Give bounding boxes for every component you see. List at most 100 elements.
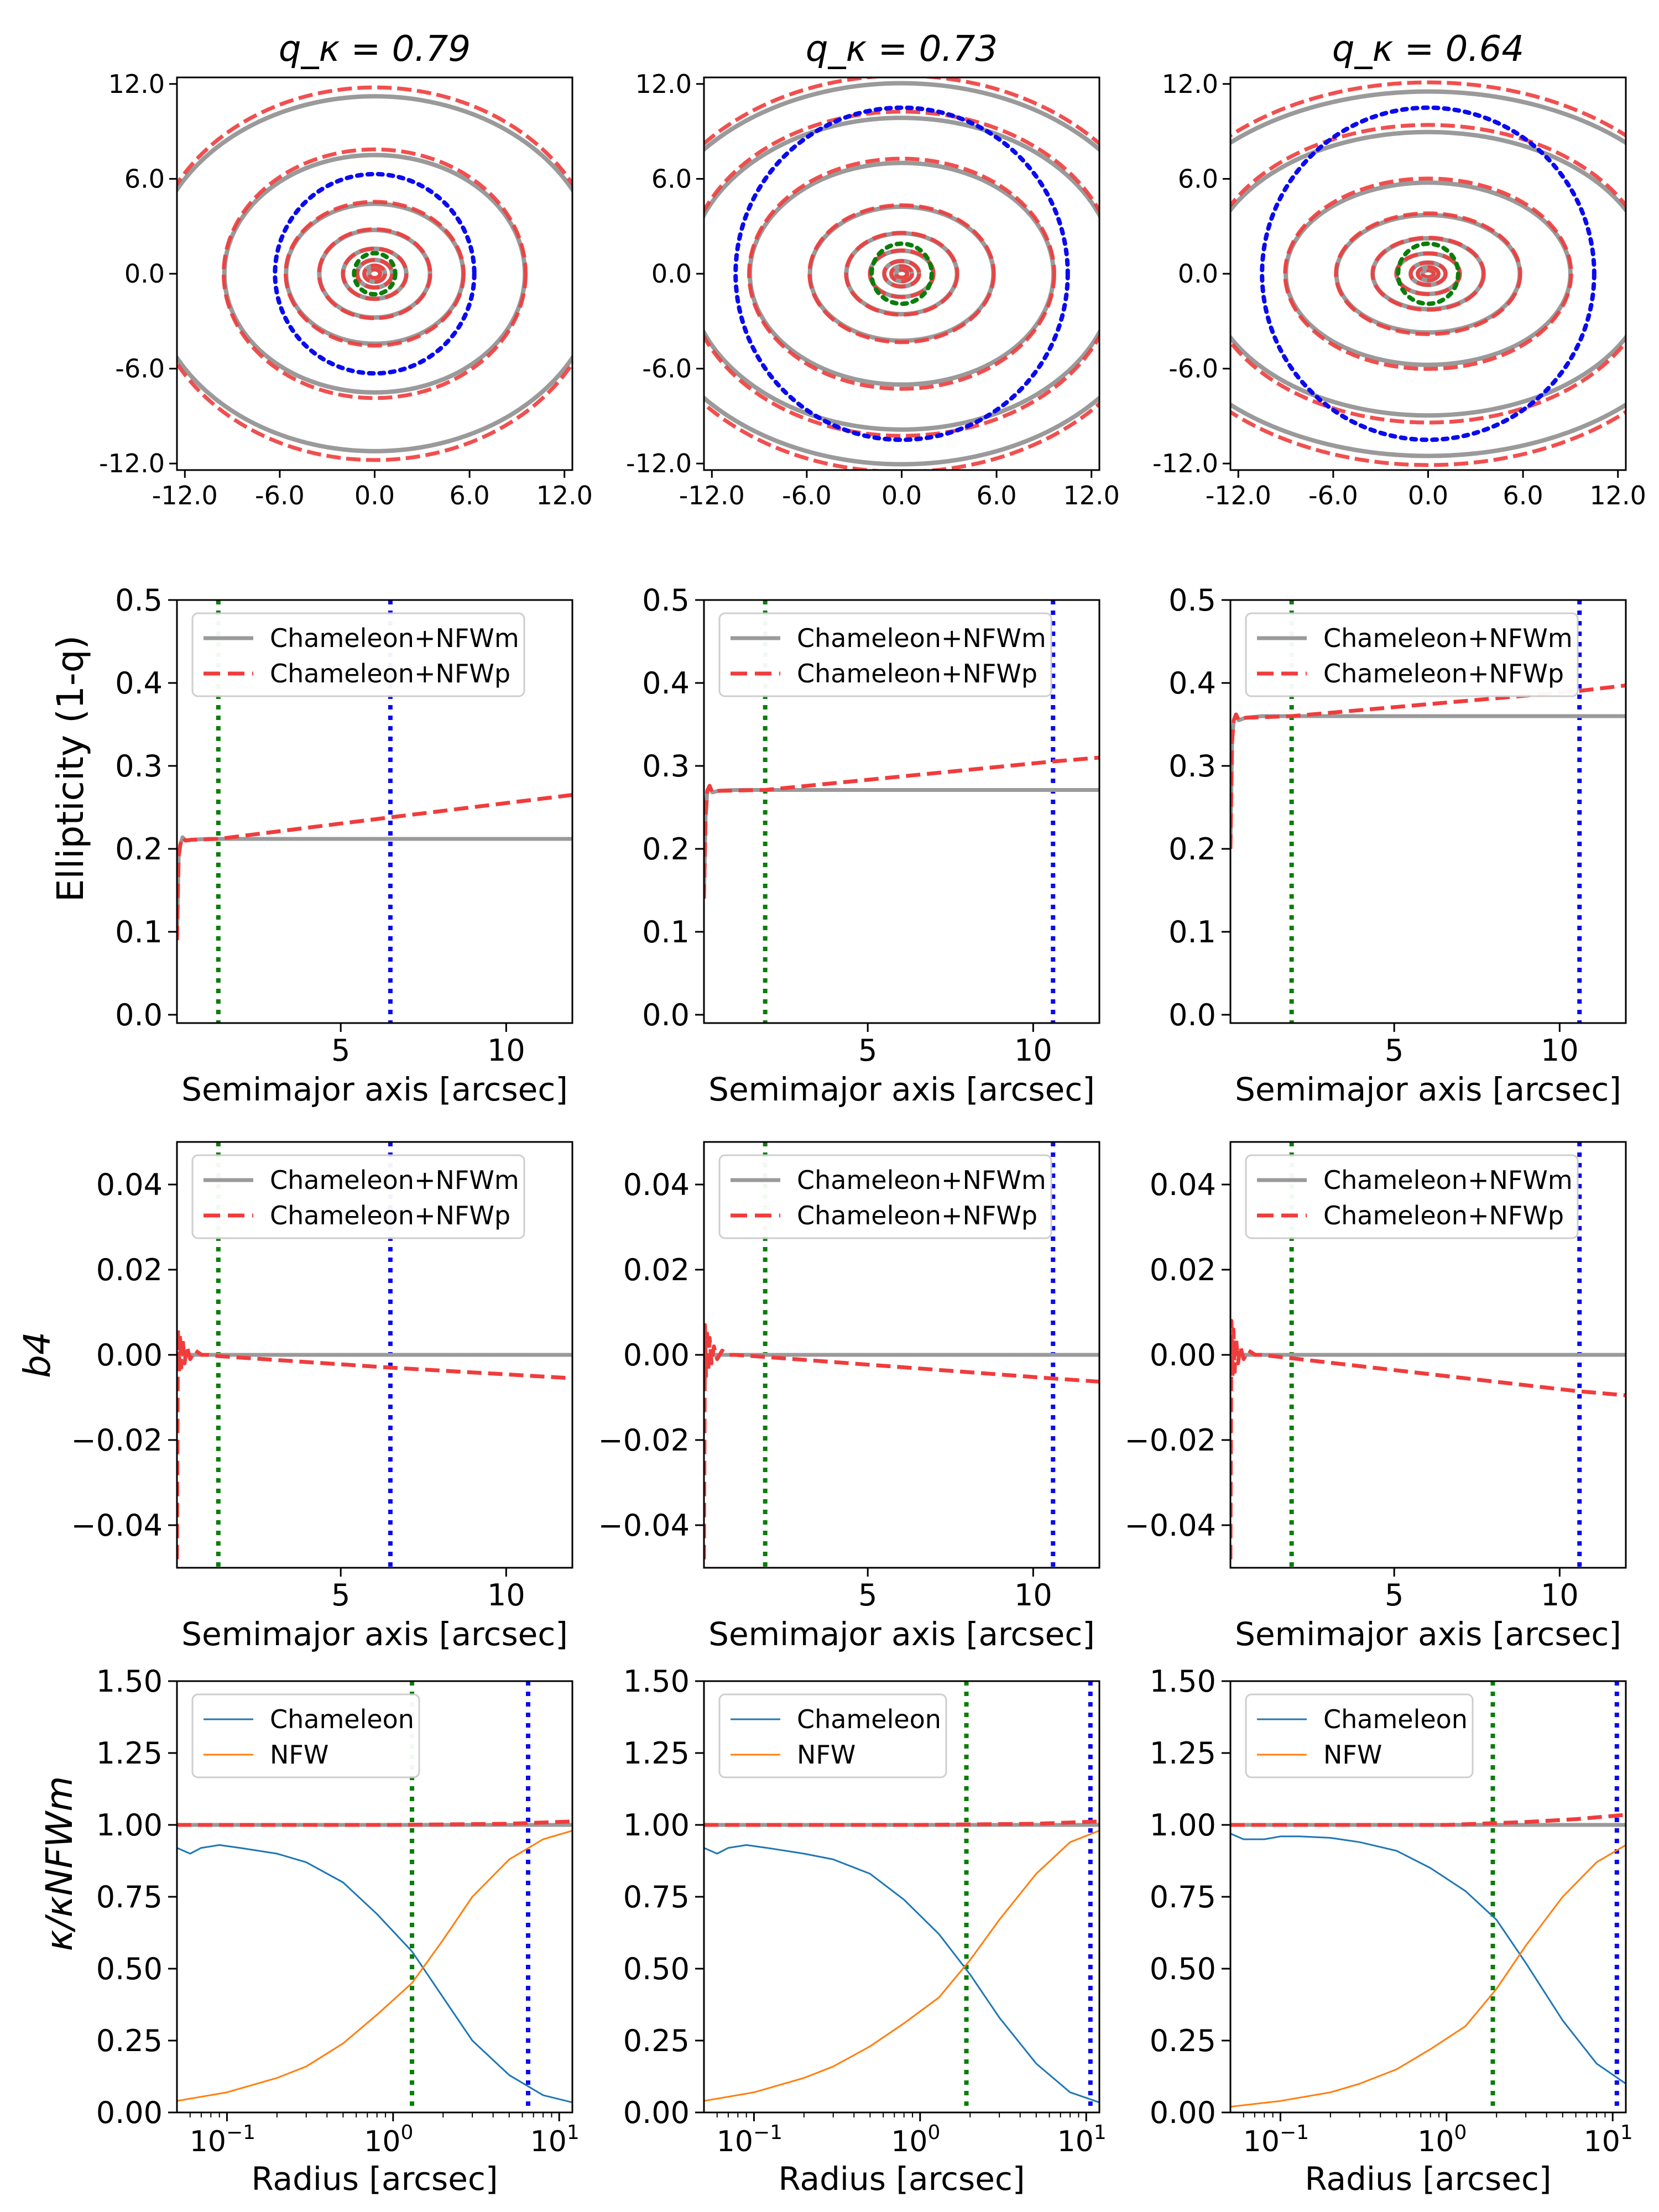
series-chameleon-nfwp <box>704 755 1099 899</box>
panel-r1c0: 5 10 0.0 0.1 0.2 0.3 0.4 0.5 Semimajor axis [arc… <box>115 583 573 1108</box>
ylabel-b4: b4 <box>16 1332 59 1378</box>
x-axis-label: Semimajor axis [arcsec] <box>181 1615 568 1653</box>
series-chameleon-nfwp <box>177 1819 572 1827</box>
x-tick-label: 10−1 <box>1243 2121 1309 2158</box>
y-tick-label: 0.00 <box>623 1338 690 1373</box>
y-tick-label: −0.02 <box>71 1423 163 1458</box>
y-tick-label: 0.1 <box>642 915 690 950</box>
panel-r0c0: q_κ = 0.79 -12.0 -6.0 0.0 6.0 12.0 12.0 6.0 0.0 -… <box>99 29 593 510</box>
y-tick-label: 0.3 <box>115 749 163 784</box>
legend: Chameleon NFW <box>718 1693 947 1778</box>
x-tick-label: 5 <box>331 1033 350 1068</box>
y-tick-label: 0.00 <box>1150 2095 1216 2130</box>
y-tick-label: 0.75 <box>623 1880 690 1914</box>
panel-r3c2: 10−1 100 101 1.50 1.25 1.00 0.75 0.50 0.25 0.00 Ra… <box>1150 1664 1633 2198</box>
legend: Chameleon+NFWm Chameleon+NFWp <box>1245 612 1579 697</box>
y-tick-label: −0.04 <box>1125 1508 1216 1543</box>
axes-frame <box>1229 1141 1627 1569</box>
x-tick-label: 101 <box>1057 2121 1107 2158</box>
plot-area-r3c1 <box>704 1681 1099 2112</box>
ylabel-kappa-ratio: κ/κNFWm <box>38 1776 81 1952</box>
y-tick-label: 0.0 <box>124 259 165 289</box>
plot-area-r1c2 <box>1230 600 1626 1023</box>
contour-gray-5 <box>284 201 466 346</box>
y-tick-label: 0.50 <box>96 1952 163 1986</box>
y-tick-label: 0.2 <box>1168 832 1216 867</box>
legend-label: Chameleon <box>797 1704 941 1734</box>
x-axis-label: Semimajor axis [arcsec] <box>708 1615 1095 1653</box>
axes-frame <box>176 1680 573 2114</box>
legend: Chameleon+NFWm Chameleon+NFWp <box>718 612 1052 697</box>
y-tick-label: 0.25 <box>96 2023 163 2058</box>
contour-gray-7 <box>704 116 1099 432</box>
y-tick-label: 0.4 <box>115 666 163 701</box>
plot-area-r0c2 <box>1230 80 1626 467</box>
x-axis-label: Semimajor axis [arcsec] <box>1235 1615 1621 1653</box>
y-tick-label: 0.25 <box>623 2023 690 2058</box>
plot-area-r3c0 <box>177 1681 572 2112</box>
x-axis-label: Radius [arcsec] <box>779 2160 1025 2198</box>
x-tick-label: 0.0 <box>881 481 922 510</box>
series-nfw <box>1230 1844 1626 2108</box>
contour-red-5 <box>284 200 466 348</box>
contour-red-1 <box>1416 265 1441 283</box>
y-tick-label: 0.5 <box>1168 583 1216 618</box>
y-tick-label: 0.50 <box>623 1952 690 1986</box>
y-tick-label: 0.75 <box>96 1880 163 1914</box>
x-tick-label: 100 <box>1417 2121 1467 2158</box>
y-tick-label: 0.50 <box>1150 1952 1216 1986</box>
legend-frame <box>718 1693 947 1778</box>
x-tick-label: 101 <box>1584 2121 1633 2158</box>
legend: Chameleon NFW <box>191 1693 420 1778</box>
axes-frame <box>703 1680 1100 2114</box>
panel-r2c1: 5 10 0.04 0.02 0.00 −0.02 −0.04 Semimajor axis … <box>598 1141 1100 1653</box>
panel-r1c1: 5 10 0.0 0.1 0.2 0.3 0.4 0.5 Semimajor axis [arc… <box>642 583 1100 1108</box>
legend-label: Chameleon <box>1323 1704 1468 1734</box>
panel-r2c2: 5 10 0.04 0.02 0.00 −0.02 −0.04 Semimajor axis … <box>1125 1141 1627 1653</box>
y-tick-label: -12.0 <box>1152 448 1218 478</box>
axes-frame <box>1229 76 1627 471</box>
y-tick-label: 0.0 <box>1178 259 1218 289</box>
legend: Chameleon+NFWm Chameleon+NFWp <box>191 1154 525 1239</box>
x-tick-label: -6.0 <box>255 481 305 510</box>
x-tick-label: 10 <box>487 1578 525 1613</box>
radius-blue <box>733 105 1070 442</box>
y-tick-label: 1.50 <box>1150 1664 1216 1699</box>
contour-red-6 <box>747 156 1056 391</box>
contour-gray-8 <box>704 81 1099 467</box>
x-tick-label: 6.0 <box>450 481 490 510</box>
series-chameleon-nfwp <box>1230 684 1626 849</box>
legend-label: Chameleon+NFWp <box>1323 659 1564 688</box>
legend-frame <box>191 1154 525 1239</box>
panel-title: q_κ = 0.73 <box>806 29 998 70</box>
y-tick-label: 1.00 <box>96 1808 163 1843</box>
y-tick-label: 0.3 <box>1168 749 1216 784</box>
contour-red-1 <box>362 263 387 284</box>
y-tick-label: 0.04 <box>1150 1167 1216 1202</box>
panel-r0c1: q_κ = 0.73 -12.0 -6.0 0.0 6.0 12.0 12.0 6.0 0.0 -… <box>626 29 1120 510</box>
x-tick-label: 10 <box>1541 1578 1579 1613</box>
x-tick-label: 101 <box>530 2121 580 2158</box>
contour-red-4 <box>1370 236 1486 312</box>
panel-r0c2: q_κ = 0.64 -12.0 -6.0 0.0 6.0 12.0 12.0 6.0 0.0 -… <box>1152 29 1646 510</box>
axes-frame <box>703 599 1100 1024</box>
contour-red-2 <box>882 259 921 289</box>
plot-area-r2c0 <box>177 1142 572 1568</box>
x-axis-label: Radius [arcsec] <box>252 2160 498 2198</box>
y-tick-label: 0.25 <box>1150 2023 1216 2058</box>
x-axis-label: Semimajor axis [arcsec] <box>181 1071 568 1108</box>
y-tick-label: 0.1 <box>115 915 163 950</box>
x-tick-label: 10 <box>1014 1033 1052 1068</box>
x-tick-label: 5 <box>858 1578 877 1613</box>
y-tick-label: 0.2 <box>115 832 163 867</box>
y-tick-label: 0.0 <box>651 259 692 289</box>
einstein-radius-green <box>869 241 934 306</box>
legend-label: NFW <box>1323 1740 1382 1770</box>
y-tick-label: 12.0 <box>1162 69 1218 99</box>
legend-label: Chameleon+NFWm <box>797 623 1046 653</box>
einstein-radius-green <box>352 251 398 297</box>
ylabel-ellipticity: Ellipticity (1-q) <box>49 635 92 902</box>
y-tick-label: 0.02 <box>1150 1253 1216 1287</box>
y-tick-label: -6.0 <box>1168 354 1218 384</box>
y-tick-label: 0.04 <box>623 1167 690 1202</box>
